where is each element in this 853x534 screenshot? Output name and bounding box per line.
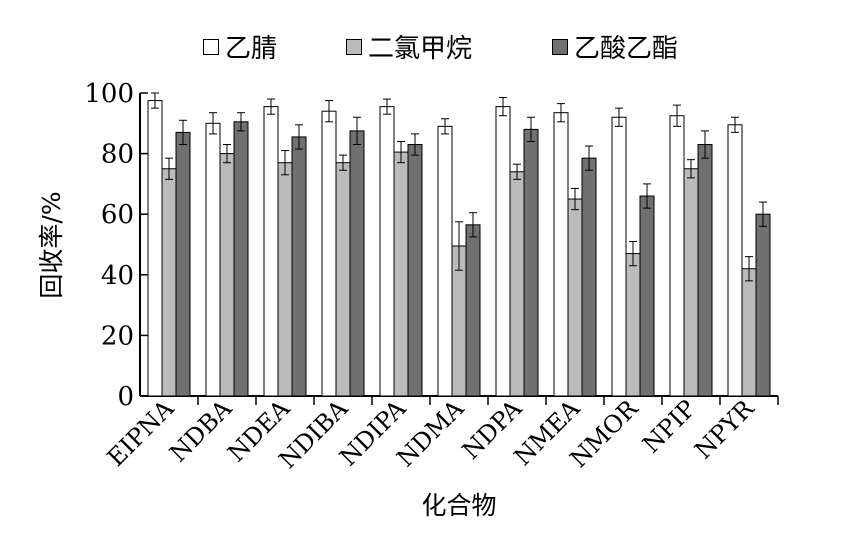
legend: 乙腈 二氯甲烷 乙酸乙酯	[0, 28, 853, 68]
bar-0-npyr	[727, 124, 743, 397]
x-tick-label: NPIP	[637, 394, 701, 458]
y-tick-label: 100	[84, 79, 134, 109]
bar-1-ndea	[277, 162, 293, 397]
x-tick-label: EIPNA	[102, 394, 180, 472]
bar-2-ndiba	[349, 130, 365, 397]
y-axis-label: 回收率/%	[37, 191, 66, 298]
bar-1-npip	[683, 168, 699, 397]
bars	[147, 100, 771, 397]
bar-2-ndma	[465, 224, 481, 397]
bar-1-ndba	[219, 153, 235, 397]
bar-2-ndipa	[407, 144, 423, 397]
bar-2-ndba	[233, 121, 249, 397]
x-ticks: EIPNANDBANDEANDIBANDIPANDMANDPANMEANMORN…	[102, 394, 779, 474]
bar-0-nmor	[611, 116, 627, 397]
legend-item-acetonitrile: 乙腈	[203, 28, 277, 65]
y-ticks: 0 20 40 60 80 100	[84, 79, 148, 412]
legend-swatch-dichloromethane	[346, 38, 362, 55]
bar-0-ndpa	[495, 106, 511, 397]
bar-2-ndpa	[523, 128, 539, 397]
bar-2-eipna	[175, 131, 191, 397]
bar-0-eipna	[147, 100, 163, 397]
legend-swatch-ethyl-acetate	[552, 38, 568, 55]
x-tick-label: NPYR	[689, 394, 760, 465]
bar-2-nmea	[581, 157, 597, 397]
bar-2-nmor	[639, 195, 655, 397]
bar-0-nmea	[553, 112, 569, 397]
y-tick-label: 0	[117, 382, 134, 412]
bar-1-ndpa	[509, 171, 525, 397]
bar-2-npyr	[755, 213, 771, 397]
bar-1-ndipa	[393, 151, 409, 397]
legend-label-dichloromethane: 二氯甲烷	[368, 34, 473, 64]
y-tick-label: 60	[101, 200, 134, 230]
y-tick-label: 80	[101, 140, 134, 170]
legend-label-acetonitrile: 乙腈	[225, 34, 278, 64]
bar-1-eipna	[161, 168, 177, 397]
bar-1-npyr	[741, 268, 757, 397]
y-tick-label: 40	[101, 261, 134, 291]
bar-0-npip	[669, 115, 685, 397]
bar-1-nmea	[567, 198, 583, 397]
x-tick-label: NDMA	[391, 394, 469, 472]
legend-item-dichloromethane: 二氯甲烷	[346, 28, 472, 65]
legend-swatch-acetonitrile	[203, 38, 219, 55]
x-tick-label: NDBA	[164, 394, 237, 467]
x-axis-label: 化合物	[421, 491, 496, 520]
bar-0-ndipa	[379, 106, 395, 397]
legend-label-ethyl-acetate: 乙酸乙酯	[574, 34, 679, 64]
bar-1-ndiba	[335, 162, 351, 397]
legend-item-ethyl-acetate: 乙酸乙酯	[552, 28, 678, 65]
bar-2-npip	[697, 144, 713, 397]
bar-0-ndba	[205, 122, 221, 397]
bar-2-ndea	[291, 136, 307, 397]
bar-0-ndma	[437, 125, 453, 397]
error-bars	[151, 92, 767, 282]
y-tick-label: 20	[101, 321, 134, 351]
bar-0-ndiba	[321, 110, 337, 397]
bar-0-ndea	[263, 106, 279, 397]
bar-1-nmor	[625, 253, 641, 397]
